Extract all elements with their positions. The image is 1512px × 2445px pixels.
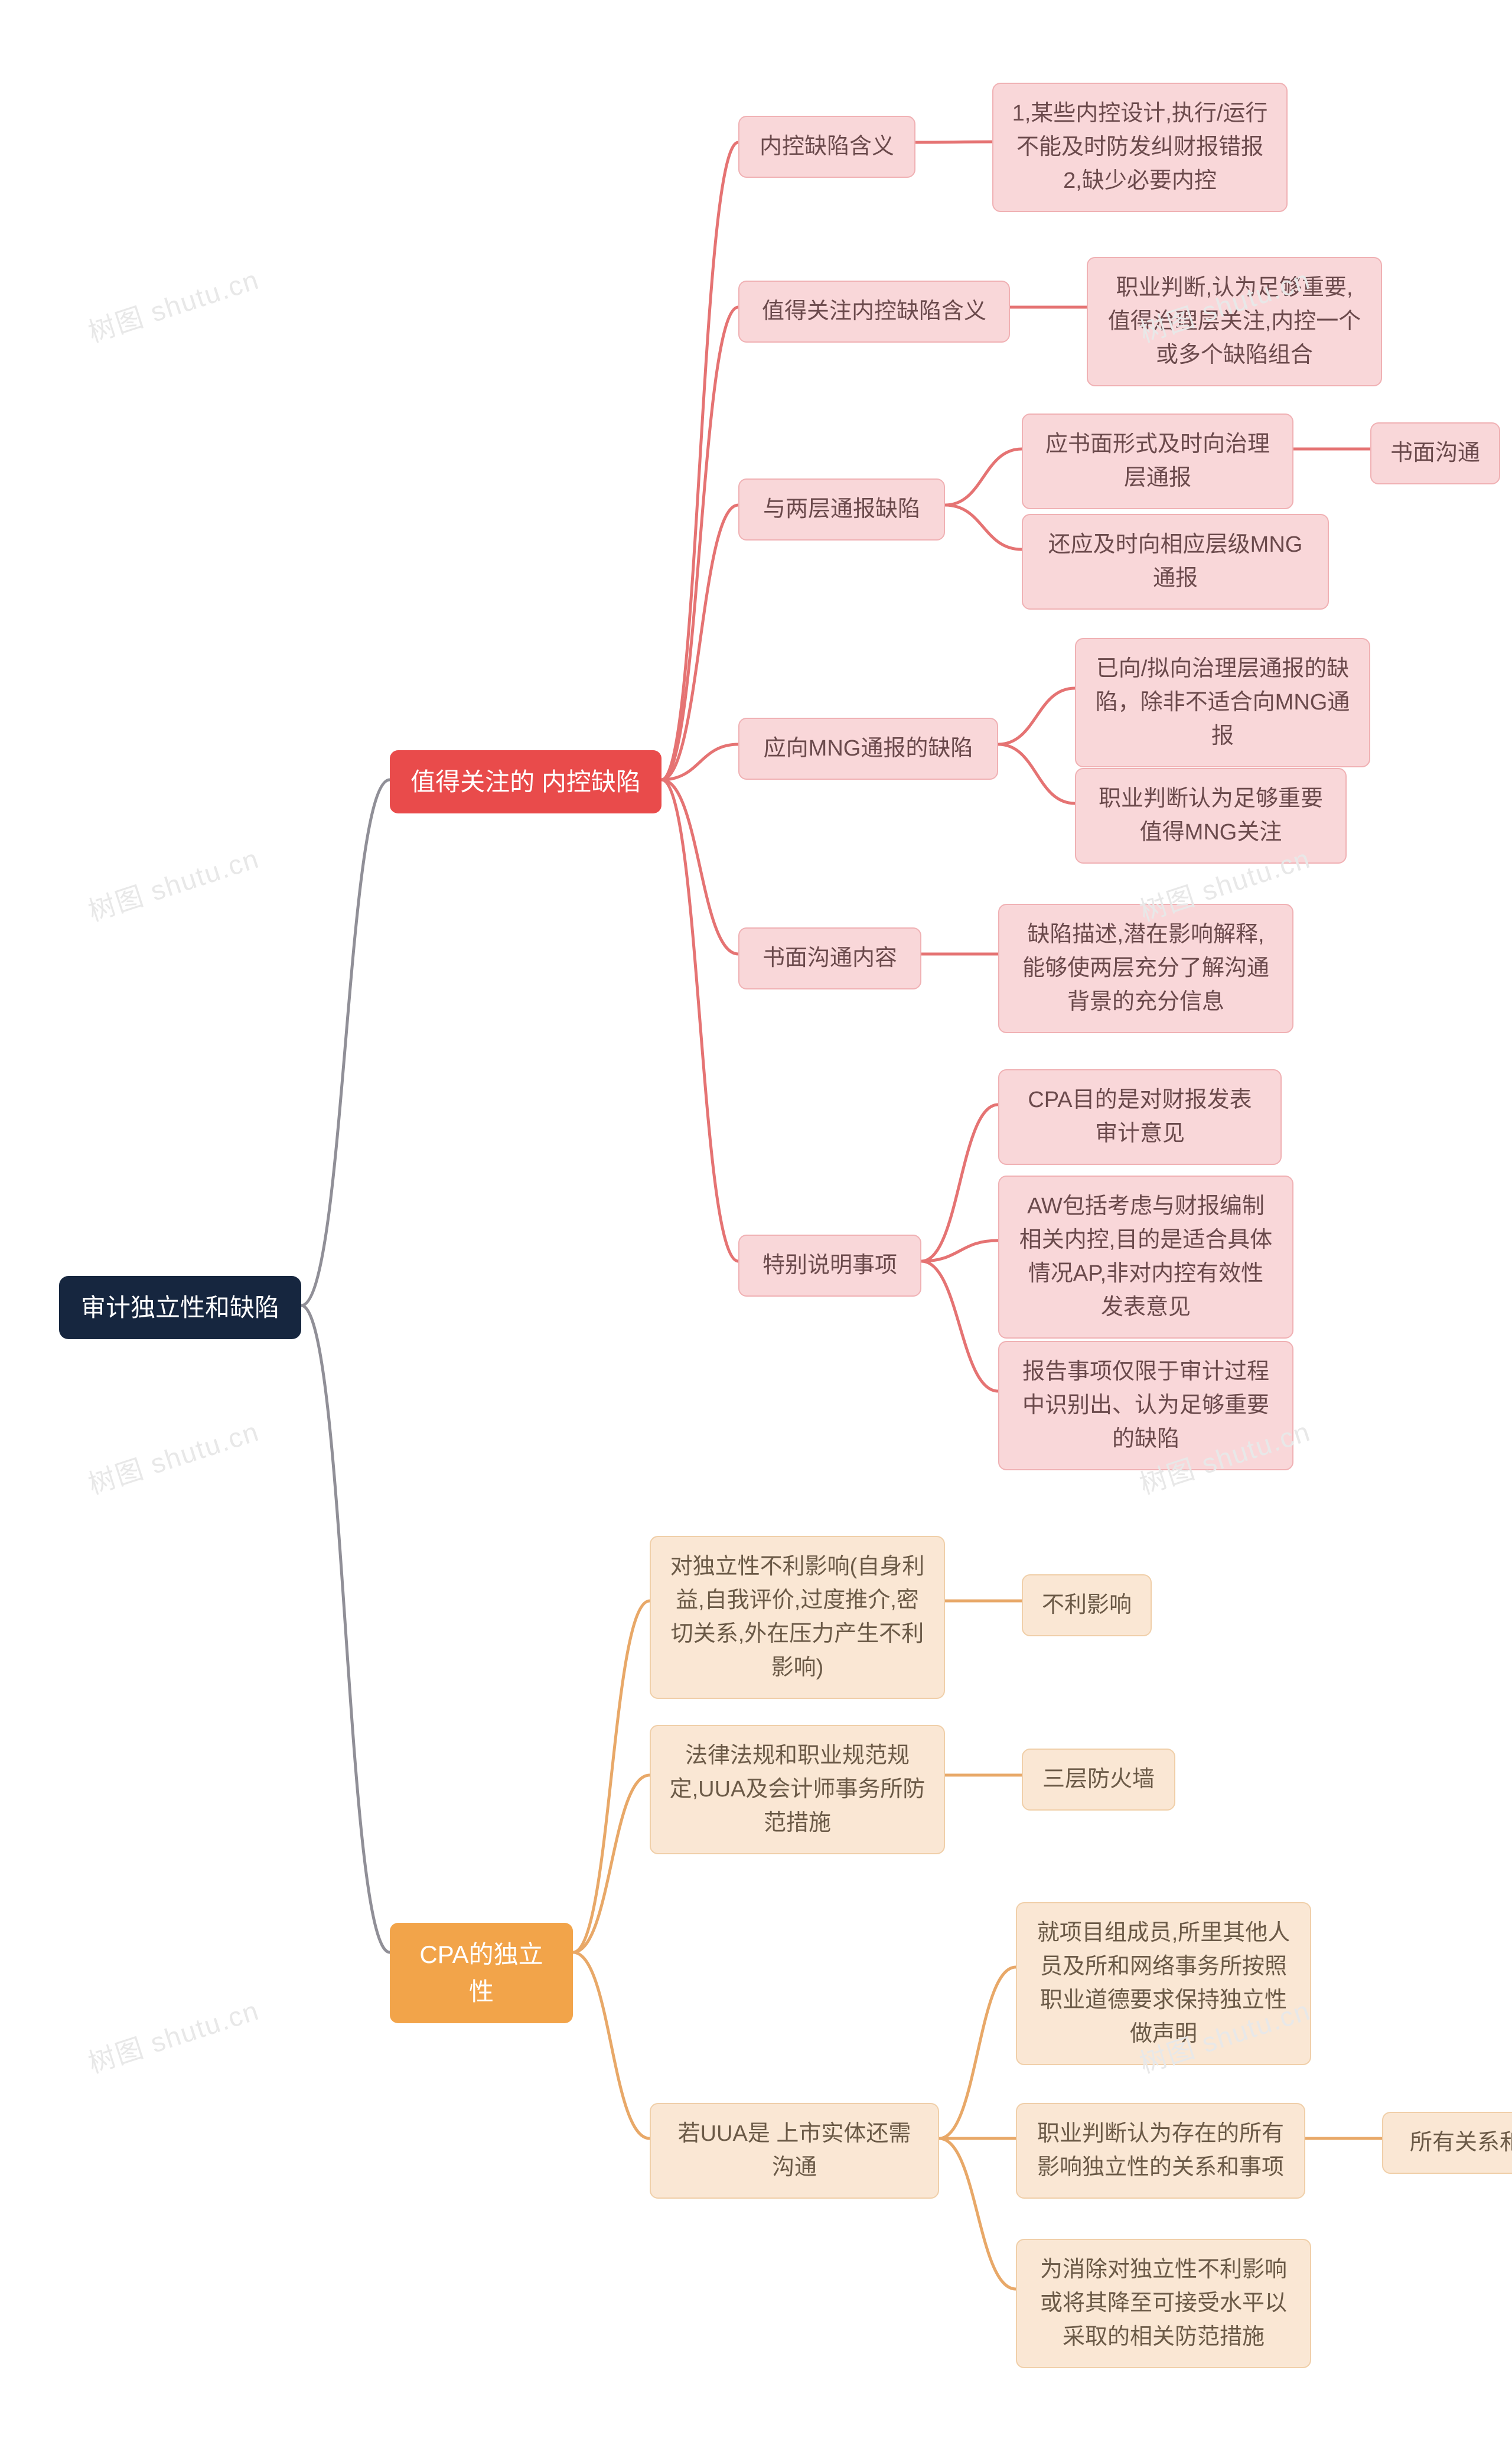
connector-red_hdr-r1 (662, 142, 738, 780)
mindmap-node-r4b[interactable]: 职业判断认为足够重要值得MNG关注 (1075, 768, 1347, 864)
mindmap-node-r1[interactable]: 内控缺陷含义 (738, 116, 915, 178)
connector-orange_hdr-o3 (573, 1952, 650, 2138)
mindmap-node-r3a[interactable]: 应书面形式及时向治理层通报 (1022, 414, 1293, 509)
mindmap-node-o3a[interactable]: 就项目组成员,所里其他人员及所和网络事务所按照职业道德要求保持独立性做声明 (1016, 1902, 1311, 2065)
mindmap-node-r6a[interactable]: CPA目的是对财报发表审计意见 (998, 1069, 1282, 1165)
mindmap-node-r6b[interactable]: AW包括考虑与财报编制相关内控,目的是适合具体情况AP,非对内控有效性发表意见 (998, 1176, 1293, 1339)
connector-r3-r3a (945, 449, 1022, 505)
mindmap-node-r4a[interactable]: 已向/拟向治理层通报的缺陷，除非不适合向MNG通报 (1075, 638, 1370, 767)
connector-orange_hdr-o1 (573, 1601, 650, 1952)
mindmap-node-r3a1[interactable]: 书面沟通 (1370, 422, 1500, 484)
mindmap-node-r3[interactable]: 与两层通报缺陷 (738, 478, 945, 541)
mindmap-node-o3c[interactable]: 为消除对独立性不利影响或将其降至可接受水平以采取的相关防范措施 (1016, 2239, 1311, 2368)
mindmap-node-o2a[interactable]: 三层防火墙 (1022, 1749, 1175, 1811)
connector-red_hdr-r5 (662, 780, 738, 954)
mindmap-node-o3b[interactable]: 职业判断认为存在的所有影响独立性的关系和事项 (1016, 2103, 1305, 2199)
mindmap-node-red_hdr[interactable]: 值得关注的 内控缺陷 (390, 750, 662, 813)
connector-o3-o3a (939, 1967, 1016, 2138)
connector-root-red_hdr (301, 780, 390, 1305)
mindmap-node-r3b[interactable]: 还应及时向相应层级MNG通报 (1022, 514, 1329, 610)
connector-red_hdr-r6 (662, 780, 738, 1261)
connector-red_hdr-r2 (662, 307, 738, 780)
mindmap-node-r4[interactable]: 应向MNG通报的缺陷 (738, 718, 998, 780)
mindmap-node-r1a[interactable]: 1,某些内控设计,执行/运行不能及时防发纠财报错报2,缺少必要内控 (992, 83, 1288, 212)
connector-r4-r4b (998, 744, 1075, 803)
connector-o3-o3c (939, 2138, 1016, 2289)
mindmap-node-root[interactable]: 审计独立性和缺陷 (59, 1276, 301, 1339)
mindmap-node-r2a[interactable]: 职业判断,认为足够重要,值得治理层关注,内控一个或多个缺陷组合 (1087, 257, 1382, 386)
connector-r4-r4a (998, 688, 1075, 744)
connector-r6-r6c (921, 1261, 998, 1391)
mindmap-node-orange_hdr[interactable]: CPA的独立性 (390, 1923, 573, 2023)
mindmap-node-r6c[interactable]: 报告事项仅限于审计过程中识别出、认为足够重要的缺陷 (998, 1341, 1293, 1470)
mindmap-node-r5[interactable]: 书面沟通内容 (738, 927, 921, 989)
connector-root-orange_hdr (301, 1305, 390, 1952)
connector-r6-r6a (921, 1105, 998, 1261)
connector-r3-r3b (945, 505, 1022, 549)
mindmap-node-o3[interactable]: 若UUA是 上市实体还需沟通 (650, 2103, 939, 2199)
mindmap-node-o1[interactable]: 对独立性不利影响(自身利益,自我评价,过度推介,密切关系,外在压力产生不利影响) (650, 1536, 945, 1699)
mindmap-node-o2[interactable]: 法律法规和职业规范规定,UUA及会计师事务所防范措施 (650, 1725, 945, 1854)
mindmap-node-r5a[interactable]: 缺陷描述,潜在影响解释,能够使两层充分了解沟通背景的充分信息 (998, 904, 1293, 1033)
mindmap-node-r2[interactable]: 值得关注内控缺陷含义 (738, 281, 1010, 343)
connector-r6-r6b (921, 1241, 998, 1261)
mindmap-node-o1a[interactable]: 不利影响 (1022, 1574, 1152, 1636)
connector-orange_hdr-o2 (573, 1775, 650, 1952)
mindmap-node-o3b1[interactable]: 所有关系和事项 (1382, 2112, 1512, 2174)
mindmap-node-r6[interactable]: 特别说明事项 (738, 1235, 921, 1297)
